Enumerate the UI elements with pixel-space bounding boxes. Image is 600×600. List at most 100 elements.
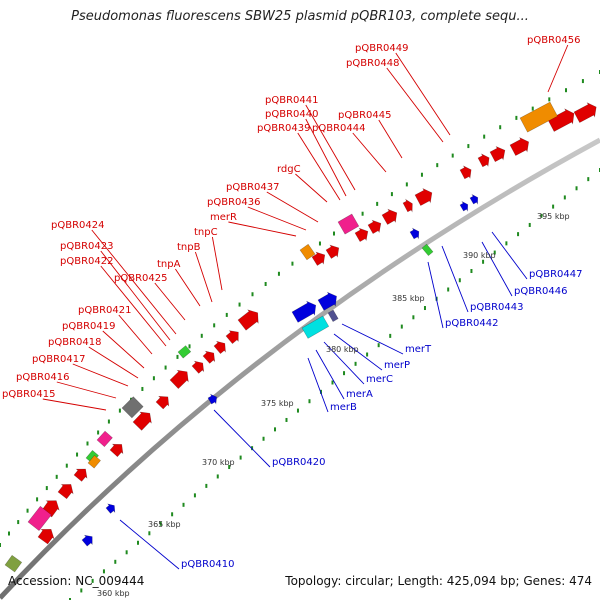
leader-line [42, 398, 107, 411]
inner-tick [552, 204, 555, 209]
gene-block [4, 554, 23, 573]
inner-tick [171, 512, 174, 517]
reverse-gene-label: merA [346, 389, 373, 400]
leader-line [72, 363, 129, 387]
gene-arrow [81, 534, 93, 547]
leader-lines [42, 44, 569, 570]
forward-gene-label: pQBR0440 [265, 109, 318, 120]
gene-arrow [202, 350, 216, 364]
outer-tick [238, 302, 241, 307]
gene-arrow [367, 219, 382, 235]
reverse-gene-label: pQBR0446 [514, 286, 567, 297]
leader-line [378, 119, 403, 159]
forward-gene-label: pQBR0448 [346, 58, 399, 69]
gene-block [121, 396, 144, 419]
gene-arrow [237, 309, 259, 331]
leader-line [427, 261, 444, 329]
outer-tick [390, 192, 393, 197]
leader-line [323, 341, 365, 385]
inner-tick [389, 333, 392, 338]
gene-arrow [489, 145, 506, 163]
outer-tick [86, 441, 89, 446]
outer-tick [548, 97, 551, 102]
leader-line [266, 191, 319, 223]
inner-tick [493, 250, 496, 255]
backbone-arc [0, 137, 600, 600]
inner-tick [205, 483, 208, 488]
gene-block [337, 213, 360, 235]
outer-tick [451, 153, 454, 158]
inner-tick [80, 588, 83, 593]
inner-tick [308, 399, 311, 404]
inner-tick [354, 361, 357, 366]
gene-labels: pQBR0456 pQBR0449 pQBR0448 pQBR0441 pQBR0440… [2, 35, 582, 570]
leader-line [315, 349, 345, 400]
gene-arrow [573, 102, 597, 123]
leader-line [175, 268, 201, 307]
leader-line [100, 265, 167, 347]
leader-line [118, 314, 153, 355]
gene-arrow [207, 393, 217, 405]
forward-gene-label: pQBR0436 [207, 197, 260, 208]
outer-tick [188, 344, 191, 349]
gene-arrow [414, 187, 433, 206]
gene-features [4, 101, 597, 573]
scale-label: 370 kbp [202, 458, 235, 467]
forward-gene-label: tnpC [194, 227, 218, 238]
leader-line [307, 357, 329, 413]
gene-arrow [402, 198, 413, 213]
gene-arrow [109, 443, 124, 458]
outer-tick [107, 419, 110, 424]
forward-gene-label: pQBR0445 [338, 110, 391, 121]
inner-tick [400, 324, 403, 329]
leader-line [547, 44, 569, 93]
forward-gene-label: tnpA [157, 259, 181, 270]
inner-tick [125, 550, 128, 555]
gene-arrow [191, 360, 205, 374]
outer-tick [483, 134, 486, 139]
gene-block [301, 315, 330, 339]
inner-tick [470, 269, 473, 274]
leader-line [213, 409, 271, 468]
forward-gene-label: rdgC [277, 164, 301, 175]
forward-gene-label: merR [210, 212, 237, 223]
leader-line [386, 67, 444, 143]
outer-tick [251, 292, 254, 297]
outer-tick-ring [0, 70, 600, 547]
outer-tick [565, 88, 568, 93]
forward-gene-label: pQBR0419 [62, 321, 115, 332]
outer-tick [36, 497, 39, 502]
leader-line [194, 251, 213, 303]
leader-line [100, 250, 171, 341]
forward-gene-label: pQBR0444 [312, 123, 365, 134]
gene-block [27, 505, 52, 531]
leader-line [88, 346, 139, 379]
outer-tick [176, 354, 179, 359]
forward-gene-label: pQBR0421 [78, 305, 131, 316]
forward-gene-label: pQBR0437 [226, 182, 279, 193]
gene-block [327, 309, 339, 323]
leader-line [481, 241, 513, 297]
inner-tick [262, 436, 265, 441]
gene-arrow [509, 137, 529, 156]
outer-tick [405, 182, 408, 187]
outer-tick [0, 543, 1, 547]
outer-tick [376, 201, 379, 206]
leader-line [91, 229, 177, 335]
map-title: Pseudomonas fluorescens SBW25 plasmid pQ… [71, 9, 529, 24]
forward-gene-label: pQBR0439 [257, 123, 310, 134]
leader-line [56, 381, 117, 399]
gene-arrow [169, 369, 189, 389]
outer-tick [152, 376, 155, 381]
gene-block [87, 454, 101, 469]
inner-tick [193, 493, 196, 498]
outer-tick [264, 281, 267, 286]
outer-tick [76, 452, 79, 457]
leader-line [211, 236, 223, 291]
inner-tick [343, 371, 346, 376]
inner-tick [159, 521, 162, 526]
inner-tick [102, 569, 105, 574]
gene-arrow [225, 330, 239, 345]
leader-line [228, 221, 297, 237]
gene-arrow [469, 193, 479, 205]
